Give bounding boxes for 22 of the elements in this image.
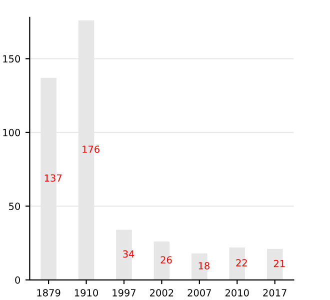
bar <box>229 247 246 280</box>
x-tick-label: 2010 <box>225 289 249 296</box>
x-tick-label: 2007 <box>188 289 211 296</box>
x-tick-label: 2002 <box>150 289 174 296</box>
data-label: 26 <box>160 256 172 264</box>
bar <box>266 248 283 280</box>
data-label: 21 <box>274 260 285 268</box>
y-tick-label: 150 <box>3 55 20 63</box>
data-label: 137 <box>44 174 62 182</box>
y-tick-label: 50 <box>9 202 20 210</box>
y-tick-label: 0 <box>15 276 20 284</box>
data-label: 34 <box>123 250 134 258</box>
bar <box>191 253 208 280</box>
x-tick-label: 1997 <box>112 289 136 296</box>
data-label: 176 <box>82 146 100 153</box>
bar <box>154 242 170 280</box>
x-tick-label: 2017 <box>263 289 286 296</box>
x-tick-label: 1910 <box>74 289 98 296</box>
x-tick-label: 1879 <box>37 289 60 296</box>
data-label: 22 <box>236 259 247 266</box>
y-tick-label: 100 <box>3 128 20 136</box>
data-label: 18 <box>198 262 210 270</box>
